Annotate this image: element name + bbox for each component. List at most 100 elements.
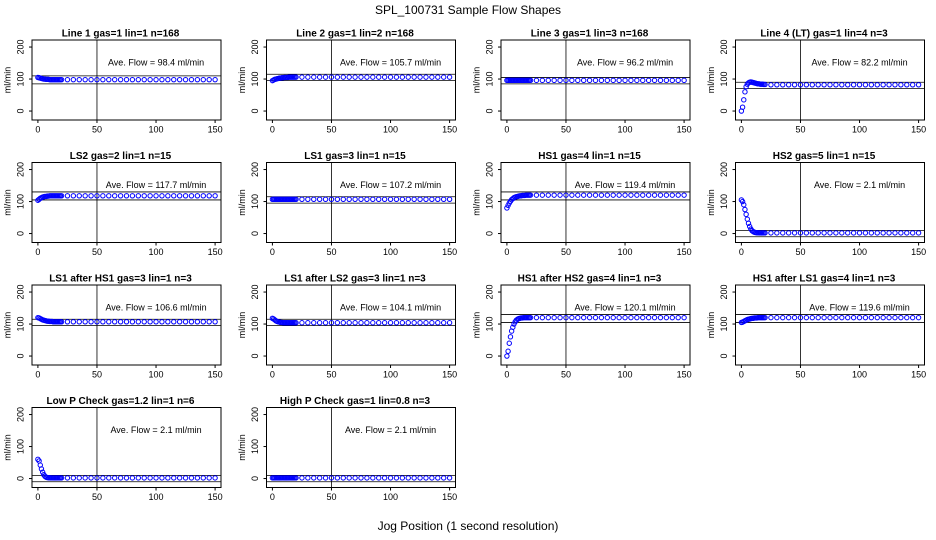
data-point <box>909 314 916 321</box>
data-point <box>551 77 557 84</box>
data-point <box>176 193 183 199</box>
data-point <box>311 196 317 203</box>
data-point <box>106 475 112 481</box>
data-point <box>165 76 171 83</box>
y-tick-label: 0 <box>484 109 494 114</box>
data-point <box>305 196 311 203</box>
data-point <box>322 475 329 481</box>
data-point <box>827 230 833 236</box>
x-tick-label: 100 <box>149 247 164 257</box>
data-point <box>675 314 681 321</box>
data-point <box>833 82 839 88</box>
y-axis-label: ml/min <box>237 434 247 461</box>
data-point <box>868 82 875 88</box>
data-point <box>569 192 575 198</box>
data-point <box>117 193 124 199</box>
data-point <box>305 320 311 326</box>
data-point <box>70 475 77 481</box>
panel-title: Low P Check gas=1.2 lin=1 n=6 <box>47 396 195 407</box>
x-tick-label: 50 <box>795 124 805 134</box>
data-point <box>669 77 675 84</box>
data-point <box>212 475 218 481</box>
x-tick-label: 150 <box>442 492 457 502</box>
data-point <box>293 475 299 481</box>
data-point <box>123 475 130 481</box>
data-point <box>76 475 82 481</box>
data-point <box>100 76 106 83</box>
annotation: Ave. Flow = 98.4 ml/min <box>108 57 204 67</box>
data-point <box>909 82 916 88</box>
data-point <box>135 319 142 325</box>
data-point <box>545 77 551 84</box>
x-tick-label: 50 <box>92 369 102 379</box>
data-point <box>393 74 400 80</box>
data-point <box>328 196 335 203</box>
data-point <box>352 196 358 203</box>
x-tick-label: 0 <box>504 247 509 257</box>
data-point <box>856 230 863 236</box>
data-point <box>123 193 130 199</box>
data-point <box>165 193 171 199</box>
x-tick-label: 50 <box>561 124 571 134</box>
data-point <box>111 475 118 481</box>
data-point <box>64 475 71 481</box>
x-tick-label: 150 <box>442 247 457 257</box>
data-point <box>762 81 768 88</box>
x-tick-label: 0 <box>270 369 275 379</box>
y-axis-label: ml/min <box>2 67 12 94</box>
data-point <box>741 202 747 208</box>
data-point <box>645 192 652 198</box>
data-point <box>446 475 453 481</box>
data-point <box>915 230 922 236</box>
data-point <box>628 314 634 321</box>
data-point <box>64 319 71 325</box>
data-point <box>147 475 153 481</box>
data-point <box>821 82 827 88</box>
x-tick-label: 150 <box>677 369 692 379</box>
data-point <box>165 319 171 325</box>
data-point <box>569 314 575 321</box>
data-point <box>868 230 875 236</box>
data-point <box>586 192 593 198</box>
plot-frame <box>500 284 691 366</box>
y-tick-label: 100 <box>484 72 494 87</box>
plot-frame <box>500 39 691 121</box>
data-point <box>153 76 159 83</box>
data-point <box>171 319 177 325</box>
data-point <box>334 320 341 326</box>
data-point <box>194 193 201 199</box>
plot-frame <box>735 39 925 121</box>
plot-frame <box>31 407 222 488</box>
data-point <box>862 82 869 88</box>
data-point <box>352 320 358 326</box>
data-point <box>393 475 400 481</box>
data-point <box>505 348 511 354</box>
data-point <box>311 475 317 481</box>
data-point <box>604 192 611 198</box>
y-tick-label: 0 <box>250 109 260 114</box>
data-point <box>675 77 681 84</box>
data-point <box>176 76 183 83</box>
data-point <box>141 319 147 325</box>
data-point <box>111 319 118 325</box>
x-tick-label: 50 <box>326 369 336 379</box>
data-point <box>299 320 305 326</box>
y-tick-label: 0 <box>15 476 25 481</box>
data-point <box>70 193 77 199</box>
data-point <box>580 314 587 321</box>
data-point <box>370 475 376 481</box>
x-tick-label: 50 <box>561 247 571 257</box>
data-point <box>880 82 886 88</box>
data-point <box>675 192 681 198</box>
data-point <box>76 76 82 83</box>
data-point <box>352 475 358 481</box>
y-tick-label: 0 <box>484 231 494 236</box>
x-tick-label: 150 <box>911 247 926 257</box>
y-tick-label: 0 <box>719 354 729 359</box>
data-point <box>527 192 534 198</box>
data-point <box>622 192 628 198</box>
data-point <box>604 77 611 84</box>
data-point <box>435 196 441 203</box>
y-tick-label: 100 <box>250 72 260 87</box>
data-point <box>364 475 370 481</box>
